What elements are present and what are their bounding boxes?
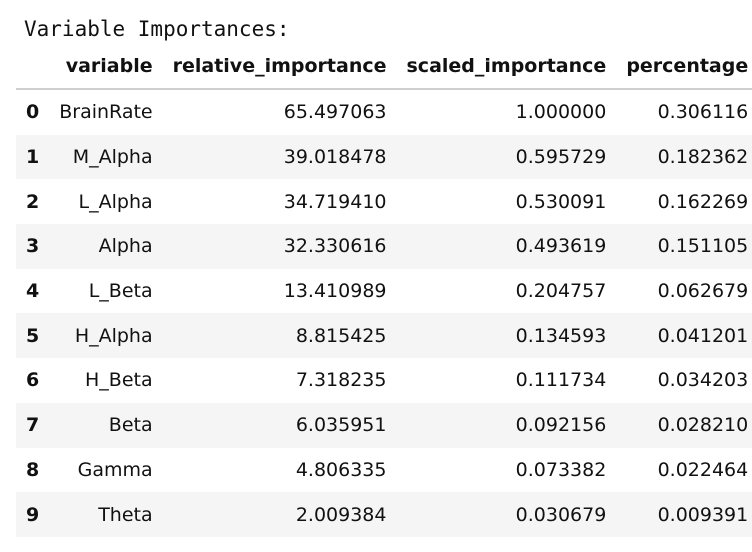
table-row: 4 L_Beta 13.410989 0.204757 0.062679 [16,269,752,314]
cell-variable: H_Beta [85,369,153,392]
column-header-variable: variable [49,44,163,90]
cell-relative-importance: 39.018478 [283,146,387,169]
cell-scaled-importance: 0.134593 [515,324,607,347]
cell-percentage: 0.306116 [657,101,749,124]
cell-variable: M_Alpha [72,146,153,169]
cell-variable: Theta [98,503,153,526]
row-index: 1 [26,146,40,169]
row-index: 7 [26,414,40,437]
column-header-index [16,44,50,90]
row-index: 0 [26,101,40,124]
cell-relative-importance: 32.330616 [283,235,387,258]
table-row: 6 H_Beta 7.318235 0.111734 0.034203 [16,358,752,403]
row-index: 4 [26,280,40,303]
row-index: 2 [26,190,40,213]
cell-percentage: 0.182362 [657,146,749,169]
table-row: 1 M_Alpha 39.018478 0.595729 0.182362 [16,134,752,180]
cell-scaled-importance: 0.530091 [515,190,607,213]
cell-relative-importance: 8.815425 [295,324,387,347]
cell-scaled-importance: 1.000000 [515,101,607,124]
cell-relative-importance: 7.318235 [295,369,387,392]
cell-relative-importance: 4.806335 [295,458,387,481]
column-header-scaled-importance: scaled_importance [396,44,617,90]
cell-scaled-importance: 0.595729 [515,146,607,169]
cell-variable: BrainRate [59,101,153,124]
cell-relative-importance: 34.719410 [283,190,387,213]
cell-percentage: 0.162269 [657,190,749,213]
column-header-percentage: percentage [616,44,752,90]
table-row: 0 BrainRate 65.497063 1.000000 0.306116 [16,89,752,135]
cell-variable: H_Alpha [74,324,153,347]
cell-scaled-importance: 0.204757 [515,280,607,303]
cell-variable: Gamma [77,458,153,481]
row-index: 8 [26,458,40,481]
cell-percentage: 0.009391 [657,503,749,526]
output-heading: Variable Importances: [24,17,290,41]
cell-percentage: 0.151105 [657,235,749,258]
cell-variable: Alpha [98,235,153,258]
table-row: 7 Beta 6.035951 0.092156 0.028210 [16,402,752,448]
cell-scaled-importance: 0.092156 [515,414,607,437]
row-index: 5 [26,324,40,347]
table-row: 5 H_Alpha 8.815425 0.134593 0.041201 [16,313,752,359]
cell-relative-importance: 2.009384 [295,503,387,526]
table-header-row: variable relative_importance scaled_impo… [16,44,752,90]
row-index: 3 [26,235,40,258]
cell-relative-importance: 13.410989 [283,280,387,303]
row-index: 6 [26,369,40,392]
cell-percentage: 0.022464 [657,458,749,481]
table-row: 2 L_Alpha 34.719410 0.530091 0.162269 [16,179,752,224]
cell-scaled-importance: 0.073382 [515,458,607,481]
table-body: 0 BrainRate 65.497063 1.000000 0.306116 … [16,89,752,537]
row-index: 9 [26,503,40,526]
cell-variable: L_Alpha [78,190,153,213]
cell-relative-importance: 6.035951 [295,414,387,437]
column-header-relative-importance: relative_importance [162,44,397,90]
cell-percentage: 0.041201 [657,324,749,347]
cell-percentage: 0.028210 [657,414,749,437]
table-row: 9 Theta 2.009384 0.030679 0.009391 [16,492,752,537]
cell-percentage: 0.034203 [657,369,749,392]
cell-scaled-importance: 0.111734 [515,369,607,392]
dataframe-table: variable relative_importance scaled_impo… [16,44,752,537]
table-row: 8 Gamma 4.806335 0.073382 0.022464 [16,448,752,493]
cell-variable: Beta [108,414,153,437]
cell-variable: L_Beta [88,280,153,303]
cell-scaled-importance: 0.493619 [515,235,607,258]
cell-scaled-importance: 0.030679 [515,503,607,526]
cell-percentage: 0.062679 [657,280,749,303]
cell-relative-importance: 65.497063 [283,101,387,124]
table-row: 3 Alpha 32.330616 0.493619 0.151105 [16,224,752,269]
